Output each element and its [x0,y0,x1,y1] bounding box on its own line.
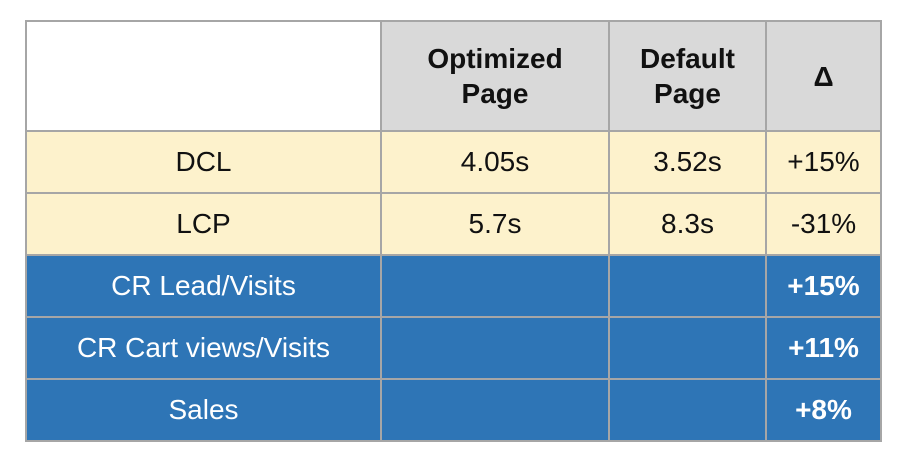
cell-optimized [380,254,610,318]
cell-delta: +8% [765,378,882,442]
header-optimized-page: Optimized Page [380,20,610,132]
header-delta: Δ [765,20,882,132]
cell-delta: +15% [765,130,882,194]
header-default-page-label: Default Page [640,43,735,109]
cell-label: LCP [25,192,382,256]
cell-optimized: 4.05s [380,130,610,194]
cell-delta: -31% [765,192,882,256]
header-optimized-page-label: Optimized Page [427,43,563,109]
cell-default: 8.3s [608,192,767,256]
cell-label: Sales [25,378,382,442]
page-comparison-table: Optimized Page Default Page Δ DCL 4.05s … [25,20,882,442]
cell-optimized [380,378,610,442]
row-dcl: DCL 4.05s 3.52s +15% [25,130,882,194]
cell-label: CR Lead/Visits [25,254,382,318]
header-default-page: Default Page [608,20,767,132]
cell-label: DCL [25,130,382,194]
cell-delta: +11% [765,316,882,380]
header-metric-cell [25,20,382,132]
cell-optimized: 5.7s [380,192,610,256]
header-row: Optimized Page Default Page Δ [25,20,882,132]
row-cr-cart-views-visits: CR Cart views/Visits +11% [25,316,882,380]
cell-default [608,316,767,380]
cell-default: 3.52s [608,130,767,194]
cell-optimized [380,316,610,380]
cell-default [608,254,767,318]
cell-delta: +15% [765,254,882,318]
row-cr-lead-visits: CR Lead/Visits +15% [25,254,882,318]
cell-default [608,378,767,442]
row-sales: Sales +8% [25,378,882,442]
row-lcp: LCP 5.7s 8.3s -31% [25,192,882,256]
metrics-table-container: Optimized Page Default Page Δ DCL 4.05s … [25,20,882,442]
cell-label: CR Cart views/Visits [25,316,382,380]
